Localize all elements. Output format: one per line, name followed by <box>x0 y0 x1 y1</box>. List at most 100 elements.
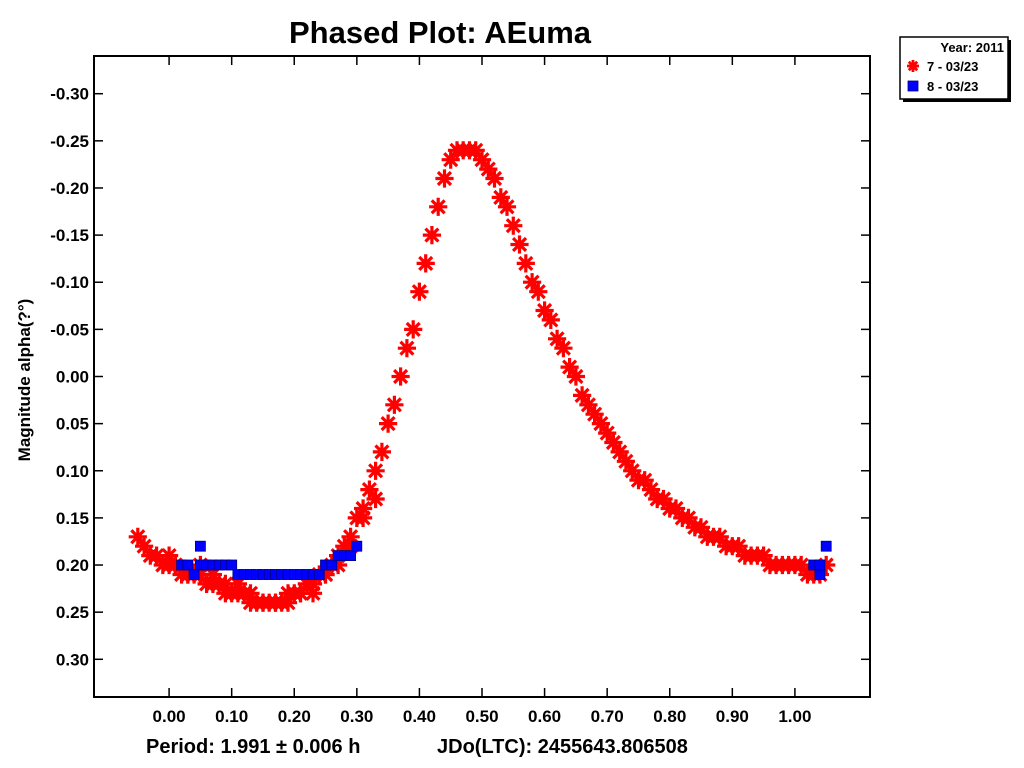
data-point-asterisk <box>598 424 617 443</box>
data-point-asterisk <box>729 537 748 556</box>
legend-asterisk-shape <box>907 60 919 72</box>
x-tick-label: 0.10 <box>215 707 248 726</box>
data-point-asterisk <box>541 310 560 329</box>
series-8-0323 <box>176 540 832 580</box>
footer-jd: JDo(LTC): 2455643.806508 <box>437 736 688 758</box>
data-point-asterisk <box>516 254 535 273</box>
data-point-asterisk <box>579 395 598 414</box>
data-point-asterisk <box>817 555 836 575</box>
y-tick-label: -0.20 <box>50 179 89 198</box>
x-tick-label: 0.30 <box>340 707 373 726</box>
data-point-asterisk <box>754 546 773 565</box>
y-tick-label: 0.10 <box>56 462 89 481</box>
data-point-asterisk <box>523 273 542 292</box>
data-point-asterisk <box>691 518 711 537</box>
x-tick-label: 0.70 <box>591 707 624 726</box>
data-point-asterisk <box>573 386 592 405</box>
data-point-asterisk <box>654 489 673 509</box>
data-point-asterisk <box>792 555 811 575</box>
data-point-asterisk <box>435 169 454 188</box>
data-point-asterisk <box>253 593 273 612</box>
data-point-asterisk <box>497 197 517 216</box>
data-point-square <box>814 559 826 571</box>
data-point-asterisk <box>354 508 373 527</box>
y-tick-label: -0.05 <box>50 320 89 339</box>
y-tick-label: -0.30 <box>50 85 89 104</box>
x-tick-label: 0.80 <box>653 707 686 726</box>
data-point-asterisk <box>291 584 310 603</box>
data-point-asterisk <box>354 499 373 518</box>
data-point-asterisk <box>416 254 435 273</box>
y-tick-label: 0.25 <box>56 603 89 622</box>
data-point-asterisk <box>341 537 360 556</box>
data-point-asterisk <box>554 339 573 358</box>
data-point-asterisk <box>604 433 623 452</box>
data-point-asterisk <box>278 593 298 612</box>
x-tick-label: 0.40 <box>403 707 436 726</box>
data-point-asterisk <box>303 584 323 603</box>
x-tick-label: 1.00 <box>778 707 811 726</box>
data-point-asterisk <box>385 395 404 414</box>
legend-entry-7: 7 - 03/23 <box>927 59 978 74</box>
data-point-square <box>814 569 826 580</box>
y-tick-label: -0.10 <box>50 273 89 292</box>
legend-marker-square <box>907 80 919 92</box>
data-point-asterisk <box>329 555 348 575</box>
data-point-asterisk <box>404 320 423 339</box>
x-tick-label: 0.20 <box>278 707 311 726</box>
legend-title: Year: 2011 <box>940 40 1004 55</box>
data-point-asterisk <box>166 555 185 575</box>
data-point-asterisk <box>203 565 222 584</box>
data-point-asterisk <box>679 508 698 527</box>
data-point-asterisk <box>466 141 485 160</box>
x-tick-label: 0.00 <box>153 707 186 726</box>
data-point-asterisk <box>266 593 285 612</box>
chart-title: Phased Plot: AEuma <box>289 15 592 50</box>
data-point-asterisk <box>128 527 147 546</box>
legend-entry-8: 8 - 03/23 <box>927 79 978 94</box>
data-point-asterisk <box>429 197 448 216</box>
data-point-asterisk <box>397 339 416 358</box>
data-point-asterisk <box>491 188 510 207</box>
legend: Year: 2011 7 - 03/23 8 - 03/23 <box>899 36 1011 102</box>
y-tick-label: -0.25 <box>50 132 89 151</box>
data-point-asterisk <box>391 367 410 386</box>
data-point-asterisk <box>560 358 579 377</box>
data-point-asterisk <box>616 452 635 471</box>
data-point-asterisk <box>623 461 642 480</box>
y-axis-label: Magnitude alpha(?°) <box>15 299 34 462</box>
y-tick-label: -0.15 <box>50 226 89 245</box>
data-point-square <box>351 540 363 552</box>
data-point-asterisk <box>228 574 247 593</box>
data-point-asterisk <box>472 150 492 169</box>
y-tick-label: 0.00 <box>56 368 89 387</box>
data-point-asterisk <box>666 499 686 518</box>
y-axis-ticks: -0.30 -0.25 -0.20 -0.15 -0.10 -0.05 0.00 0.05 0.… <box>50 85 870 669</box>
data-point-square <box>188 569 200 580</box>
data-point-asterisk <box>360 480 379 499</box>
data-point-asterisk <box>504 216 523 235</box>
data-point-asterisk <box>479 160 498 179</box>
data-point-asterisk <box>341 527 360 546</box>
data-point-square <box>194 540 206 552</box>
data-point-asterisk <box>410 282 429 301</box>
series-7-0323 <box>128 141 836 612</box>
data-point-asterisk <box>135 537 154 556</box>
x-tick-label: 0.60 <box>528 707 561 726</box>
data-point-asterisk <box>529 282 548 301</box>
data-point-square <box>182 559 194 571</box>
data-point-square <box>820 540 832 552</box>
data-point-asterisk <box>422 226 441 245</box>
y-tick-label: 0.20 <box>56 556 89 575</box>
data-point-square <box>226 559 238 571</box>
legend-marker-asterisk <box>907 60 919 72</box>
x-tick-label: 0.90 <box>716 707 749 726</box>
data-point-asterisk <box>372 442 391 461</box>
data-point-asterisk <box>366 489 385 509</box>
y-tick-label: 0.15 <box>56 509 89 528</box>
data-point-asterisk <box>216 574 235 593</box>
data-point-asterisk <box>191 565 210 584</box>
data-point-asterisk <box>303 574 323 593</box>
data-point-asterisk <box>566 367 585 386</box>
